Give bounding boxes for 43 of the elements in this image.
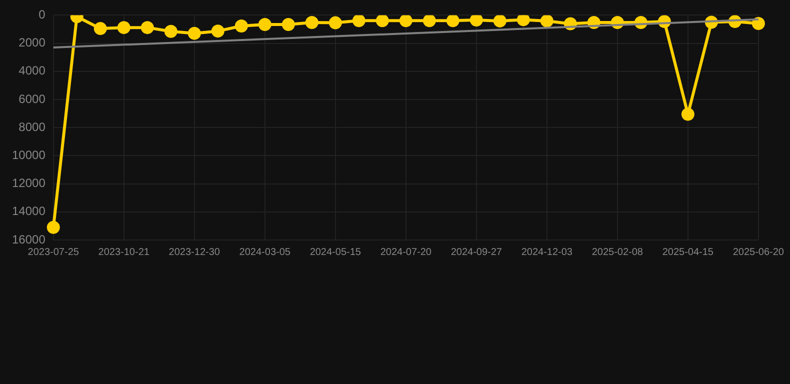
point (752, 16, 765, 30)
point (140, 21, 154, 34)
y-tick-label: 16000 (12, 232, 46, 246)
point (376, 15, 389, 28)
point (234, 20, 248, 33)
y-tick-label: 4000 (18, 64, 46, 78)
point (258, 18, 272, 31)
point (282, 18, 295, 31)
point (470, 15, 483, 26)
x-tick-label: 2023-10-21 (98, 246, 150, 258)
x-tick-label: 2024-12-03 (521, 246, 573, 258)
x-tick-label: 2023-07-25 (28, 246, 80, 258)
point (399, 15, 412, 28)
y-tick-label: 0 (38, 8, 46, 22)
y-tick-label: 10000 (12, 148, 46, 162)
point (446, 15, 460, 28)
x-tick-label: 2024-03-05 (239, 246, 291, 258)
point (211, 24, 224, 38)
point (422, 15, 436, 28)
x-tick-label: 2025-06-20 (732, 246, 784, 258)
y-tick-label: 12000 (12, 176, 46, 190)
y-tick-label: 8000 (18, 120, 46, 134)
point (328, 16, 342, 30)
x-tick-label: 2024-07-20 (380, 246, 432, 258)
point (94, 22, 107, 36)
point (540, 15, 554, 28)
y-tick-label: 6000 (18, 92, 46, 106)
x-tick-label: 2025-04-15 (662, 246, 714, 258)
x-tick-label: 2024-05-15 (310, 246, 362, 258)
point (305, 16, 318, 30)
point (352, 15, 366, 28)
point (164, 24, 178, 38)
point (681, 108, 694, 121)
point (46, 220, 60, 234)
y-tick-label: 14000 (12, 204, 46, 218)
x-tick-label: 2024-09-27 (450, 246, 502, 258)
point (516, 15, 530, 26)
x-tick-label: 2023-12-30 (168, 246, 220, 258)
x-tick-label: 2025-02-08 (592, 246, 644, 258)
point (493, 15, 506, 28)
point (188, 26, 201, 40)
point (117, 21, 130, 34)
y-tick-label: 2000 (18, 36, 46, 50)
